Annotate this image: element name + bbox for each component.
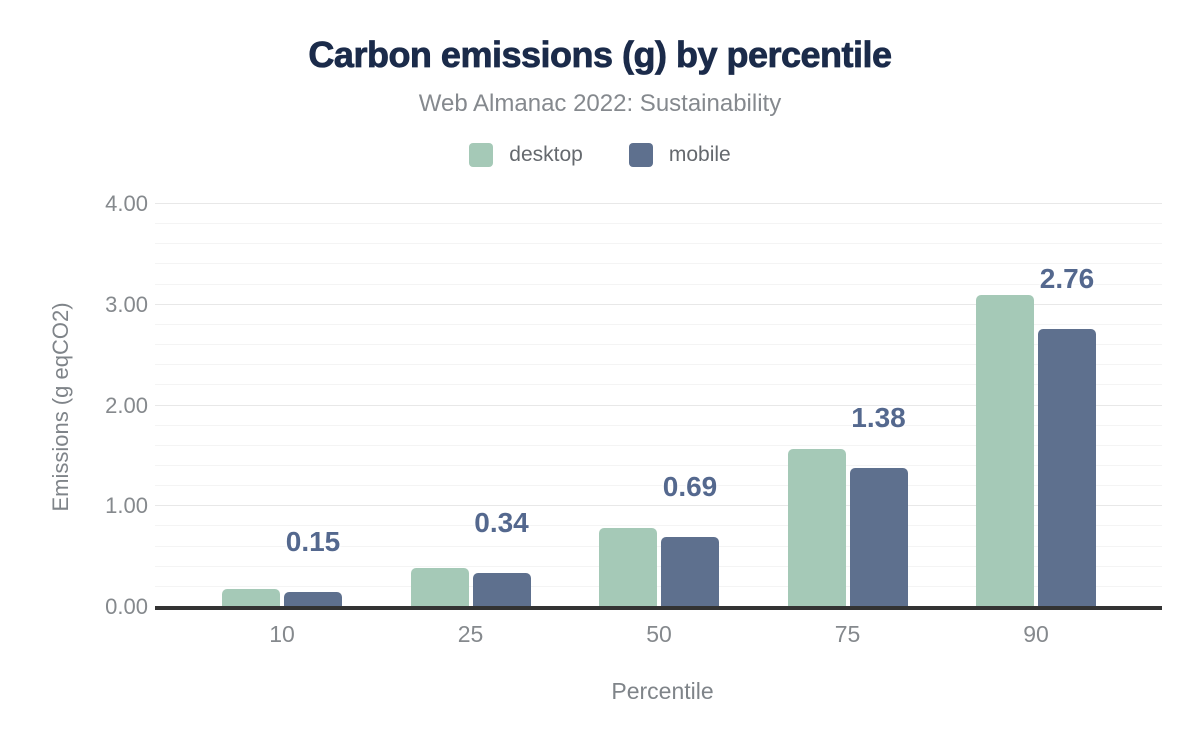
bar-desktop-p90: [976, 294, 1034, 607]
x-axis-line: [155, 606, 1162, 610]
data-label-mobile-p90: 2.76: [1039, 262, 1095, 294]
bar-mobile-p25: [472, 572, 531, 607]
data-label-mobile-p10: 0.15: [285, 525, 341, 557]
legend-label-desktop: desktop: [509, 143, 583, 166]
data-label-mobile-p25: 0.34: [474, 506, 529, 538]
x-axis-title: Percentile: [611, 678, 714, 704]
legend-label-mobile: mobile: [668, 143, 731, 166]
gridline-major: [155, 404, 1162, 406]
legend-item-mobile: mobile: [628, 143, 731, 167]
legend: desktop mobile: [0, 143, 1200, 167]
legend-item-desktop: desktop: [469, 143, 583, 167]
x-tick-label-p50: 50: [646, 621, 672, 647]
data-label-mobile-p75: 1.38: [851, 401, 906, 433]
gridline-minor: [155, 263, 1162, 265]
y-axis-title: Emissions (g eqCO2): [48, 302, 73, 512]
gridline-minor: [155, 424, 1162, 426]
x-tick-label-p90: 90: [1023, 621, 1049, 647]
bar-desktop-p50: [599, 528, 657, 607]
gridline-minor: [155, 243, 1162, 245]
bar-group-p10: 0.15: [222, 204, 342, 607]
gridline-minor: [155, 364, 1162, 366]
gridline-major: [155, 505, 1162, 507]
bar-mobile-p90: [1038, 328, 1096, 607]
gridline-minor: [155, 384, 1162, 386]
bar-group-p90: 2.76: [976, 204, 1096, 607]
gridline-minor: [155, 585, 1162, 587]
gridline-minor: [155, 525, 1162, 527]
bar-desktop-p75: [787, 448, 846, 607]
gridline-major: [155, 203, 1162, 204]
gridline-minor: [155, 223, 1162, 225]
gridline-minor: [155, 565, 1162, 567]
bar-mobile-p50: [661, 537, 719, 607]
y-tick-label: 0.00: [105, 594, 148, 619]
bar-desktop-p25: [410, 567, 469, 607]
gridline-major: [155, 303, 1162, 305]
gridline-minor: [155, 444, 1162, 446]
gridline-minor: [155, 464, 1162, 466]
gridline-minor: [155, 485, 1162, 487]
y-tick-label: 3.00: [105, 291, 148, 317]
plot-area: 0.15 0.34 0.69 1.38 2.76: [155, 203, 1162, 607]
legend-swatch-desktop-icon: [469, 143, 494, 167]
bar-group-p25: 0.34: [410, 204, 531, 607]
chart-title: Carbon emissions (g) by percentile: [308, 34, 892, 76]
gridline-minor: [155, 344, 1162, 346]
bar-group-p50: 0.69: [599, 204, 719, 607]
data-label-mobile-p50: 0.69: [662, 471, 718, 503]
bar-mobile-p10: [284, 591, 342, 607]
legend-swatch-mobile-icon: [628, 143, 653, 167]
bar-group-p75: 1.38: [787, 204, 908, 607]
chart-subtitle: Web Almanac 2022: Sustainability: [418, 90, 782, 117]
x-tick-label-p75: 75: [834, 621, 861, 647]
bar-desktop-p10: [222, 588, 280, 607]
gridline-minor: [155, 545, 1162, 547]
x-tick-label-p10: 10: [269, 621, 295, 647]
gridline-minor: [155, 323, 1162, 325]
y-tick-label: 1.00: [105, 493, 148, 519]
x-tick-label-p25: 25: [457, 621, 484, 647]
gridline-minor: [155, 283, 1162, 285]
y-tick-label: 4.00: [105, 191, 148, 216]
y-tick-label: 2.00: [105, 392, 148, 418]
bar-mobile-p75: [849, 467, 908, 607]
